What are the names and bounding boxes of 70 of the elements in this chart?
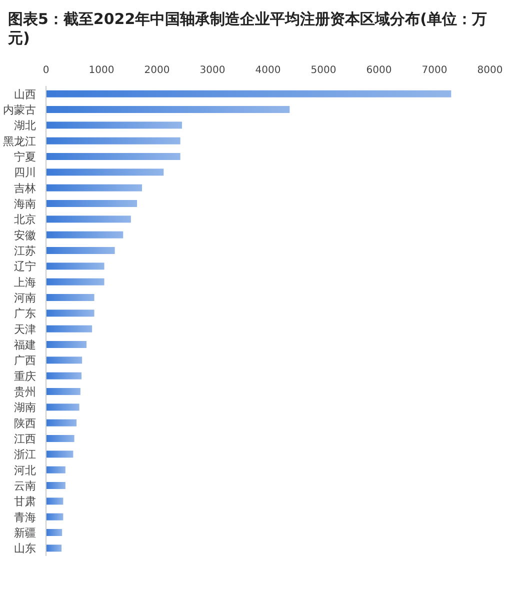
x-tick-label: 2000 [144, 65, 170, 76]
bar [46, 310, 94, 317]
y-tick-label: 湖北 [14, 119, 36, 132]
bar [46, 544, 62, 552]
y-tick-label: 吉林 [14, 182, 36, 195]
y-tick-label: 广西 [14, 354, 36, 368]
bar [46, 372, 82, 380]
bar [46, 90, 452, 98]
x-tick-label: 6000 [366, 65, 392, 76]
bar [46, 419, 77, 426]
bar [46, 388, 80, 395]
bar [46, 122, 182, 129]
y-tick-label: 天津 [14, 322, 36, 336]
y-tick-label: 山西 [14, 88, 36, 101]
bar [46, 325, 92, 332]
y-tick-label: 新疆 [14, 526, 36, 540]
y-tick-label: 四川 [14, 166, 36, 180]
bar [46, 278, 104, 286]
bar [46, 231, 124, 238]
y-tick-label: 陕西 [14, 416, 36, 430]
y-tick-label: 江西 [14, 432, 36, 446]
y-tick-label: 黑龙江 [3, 134, 36, 148]
bar [46, 153, 180, 160]
bar [46, 184, 142, 192]
y-tick-label: 河北 [14, 464, 36, 477]
bar [46, 106, 290, 113]
bar [46, 529, 62, 536]
y-tick-label: 福建 [14, 338, 36, 352]
x-tick-label: 8000 [477, 65, 503, 76]
y-tick-label: 江苏 [14, 244, 36, 258]
bar [46, 466, 66, 474]
bar [46, 200, 138, 207]
title: 图表5：截至2022年中国轴承制造企业平均注册资本区域分布(单位：万元) [8, 10, 488, 47]
y-tick-label: 海南 [14, 198, 36, 210]
y-tick-label: 河南 [14, 292, 36, 304]
bar [46, 356, 82, 364]
bar [46, 513, 64, 520]
y-tick-label: 辽宁 [14, 260, 36, 274]
y-tick-label: 甘肃 [14, 495, 36, 508]
y-tick-label: 内蒙古 [3, 104, 36, 116]
bar [46, 404, 80, 411]
y-tick-label: 湖南 [14, 401, 36, 414]
x-tick-label: 7000 [422, 65, 448, 76]
y-tick-label: 宁夏 [14, 150, 36, 164]
y-tick-label: 上海 [14, 276, 36, 289]
bar [46, 294, 94, 301]
bar [46, 482, 66, 489]
bar [46, 450, 74, 458]
y-tick-label: 重庆 [14, 370, 36, 383]
y-tick-label: 北京 [14, 213, 36, 226]
bar [46, 247, 115, 254]
bar [46, 435, 74, 442]
bar [46, 341, 87, 348]
y-tick-label: 山东 [14, 542, 36, 556]
x-tick-label: 0 [42, 65, 50, 76]
bar [46, 498, 64, 505]
y-tick-label: 安徽 [14, 228, 36, 242]
y-tick-label: 浙江 [14, 448, 36, 462]
bar [46, 262, 104, 270]
y-tick-label: 云南 [14, 480, 36, 492]
bar [46, 168, 164, 176]
x-tick-label: 3000 [200, 65, 226, 76]
bar [46, 137, 180, 144]
x-tick-label: 4000 [255, 65, 281, 76]
y-tick-label: 青海 [14, 510, 36, 524]
bar [46, 216, 131, 223]
x-tick-label: 5000 [310, 65, 336, 76]
y-tick-label: 贵州 [14, 386, 36, 398]
x-tick-label: 1000 [88, 65, 114, 76]
y-tick-label: 广东 [14, 307, 36, 320]
